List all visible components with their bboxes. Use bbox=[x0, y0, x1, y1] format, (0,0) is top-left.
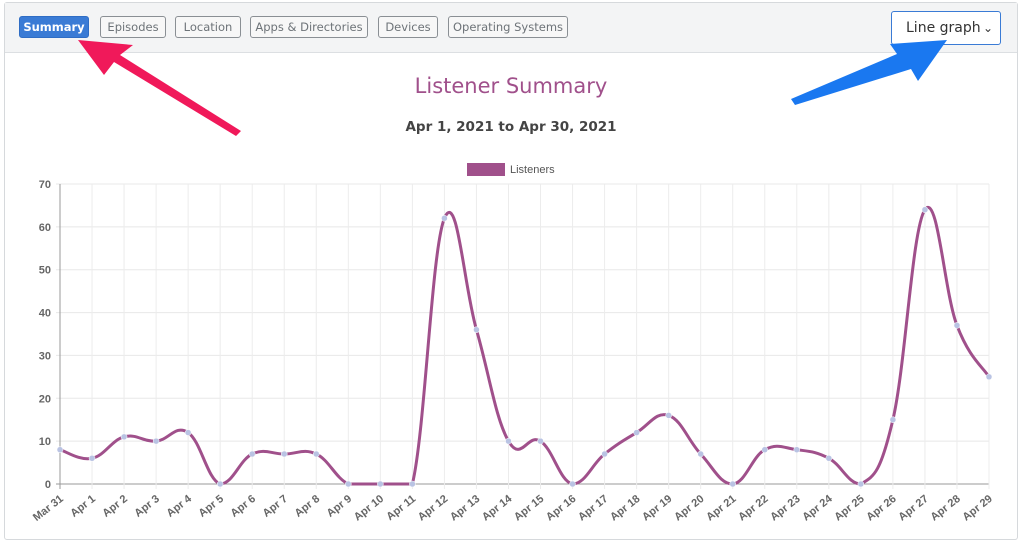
tab-summary[interactable]: Summary bbox=[19, 16, 89, 38]
data-point bbox=[441, 215, 448, 222]
data-point bbox=[569, 480, 576, 488]
x-tick-label: Apr 20 bbox=[672, 493, 706, 524]
x-tick-label: Apr 19 bbox=[640, 493, 674, 524]
chart-type-select-value: Line graph bbox=[906, 20, 981, 36]
y-tick-label: 50 bbox=[39, 265, 51, 277]
report-panel: Summary Episodes Location Apps & Directorie… bbox=[4, 2, 1018, 540]
x-tick-label: Apr 25 bbox=[832, 493, 866, 524]
tab-operating-systems[interactable]: Operating Systems bbox=[448, 16, 568, 38]
x-tick-label: Apr 27 bbox=[896, 493, 930, 524]
y-tick-label: 0 bbox=[45, 479, 51, 491]
x-tick-label: Apr 23 bbox=[768, 493, 802, 524]
x-tick-label: Apr 8 bbox=[293, 493, 323, 520]
data-point bbox=[88, 455, 96, 462]
data-point bbox=[313, 450, 320, 458]
x-tick-label: Apr 2 bbox=[100, 493, 130, 520]
tab-devices[interactable]: Devices bbox=[378, 16, 438, 38]
data-point bbox=[505, 437, 512, 445]
data-point bbox=[985, 373, 993, 381]
x-tick-label: Apr 10 bbox=[352, 493, 386, 524]
data-point bbox=[825, 455, 833, 462]
x-tick-label: Apr 13 bbox=[448, 493, 482, 524]
data-point bbox=[152, 437, 160, 445]
legend-swatch bbox=[467, 163, 505, 176]
data-point bbox=[409, 480, 416, 488]
x-tick-label: Apr 1 bbox=[68, 493, 98, 520]
y-tick-label: 40 bbox=[39, 308, 51, 320]
x-tick-label: Apr 12 bbox=[416, 493, 450, 524]
data-point bbox=[665, 412, 672, 419]
data-point bbox=[120, 433, 128, 441]
chart-type-select[interactable]: Line graph ⌄ bbox=[891, 11, 1001, 45]
chart-title: Listener Summary bbox=[414, 74, 608, 98]
chevron-down-icon: ⌄ bbox=[982, 21, 993, 35]
tab-location[interactable]: Location bbox=[175, 16, 241, 38]
data-point bbox=[921, 206, 929, 213]
x-tick-label: Apr 9 bbox=[325, 493, 355, 520]
data-point bbox=[857, 480, 865, 488]
blue-annotation-arrow bbox=[791, 40, 947, 105]
data-point bbox=[56, 446, 64, 453]
x-tick-label: Mar 31 bbox=[31, 493, 66, 524]
x-tick-label: Apr 6 bbox=[229, 493, 259, 520]
x-tick-label: Apr 28 bbox=[928, 493, 962, 524]
data-point bbox=[729, 480, 736, 488]
y-tick-label: 70 bbox=[39, 179, 51, 191]
data-point bbox=[953, 322, 961, 329]
data-point bbox=[633, 429, 640, 436]
x-tick-label: Apr 15 bbox=[512, 493, 546, 524]
x-tick-label: Apr 21 bbox=[704, 493, 738, 524]
x-tick-label: Apr 4 bbox=[164, 492, 194, 519]
data-point bbox=[345, 480, 352, 488]
legend-label: Listeners bbox=[510, 164, 555, 176]
data-point bbox=[184, 429, 192, 436]
x-tick-label: Apr 29 bbox=[960, 493, 994, 524]
x-tick-label: Apr 5 bbox=[196, 493, 226, 520]
x-tick-label: Apr 14 bbox=[480, 492, 515, 523]
data-point bbox=[537, 437, 544, 445]
data-point bbox=[280, 450, 288, 458]
y-tick-label: 20 bbox=[39, 393, 51, 405]
data-point bbox=[601, 450, 608, 458]
data-point bbox=[761, 446, 769, 453]
x-tick-label: Apr 17 bbox=[576, 493, 610, 524]
report-toolbar: Summary Episodes Location Apps & Directorie… bbox=[5, 3, 1017, 53]
data-point bbox=[248, 450, 256, 458]
listeners-series-line bbox=[59, 205, 991, 486]
x-tick-label: Apr 26 bbox=[864, 493, 898, 524]
data-point bbox=[697, 450, 704, 458]
data-point bbox=[793, 446, 801, 453]
tab-episodes[interactable]: Episodes bbox=[100, 16, 166, 38]
y-tick-label: 10 bbox=[39, 436, 51, 448]
tab-apps-directories[interactable]: Apps & Directories bbox=[250, 16, 368, 38]
data-point bbox=[216, 480, 224, 488]
y-tick-label: 60 bbox=[39, 222, 51, 234]
data-point bbox=[473, 326, 480, 333]
red-annotation-arrow bbox=[78, 40, 241, 136]
data-point bbox=[889, 416, 897, 423]
x-tick-label: Apr 11 bbox=[384, 493, 418, 523]
x-tick-label: Apr 22 bbox=[736, 493, 770, 524]
x-tick-label: Apr 24 bbox=[800, 492, 835, 523]
y-tick-label: 30 bbox=[39, 350, 51, 362]
x-tick-label: Apr 16 bbox=[544, 493, 578, 524]
x-tick-label: Apr 7 bbox=[261, 493, 291, 520]
x-tick-label: Apr 3 bbox=[132, 493, 162, 520]
x-tick-label: Apr 18 bbox=[608, 493, 642, 524]
data-point bbox=[377, 480, 384, 488]
chart-date-range: Apr 1, 2021 to Apr 30, 2021 bbox=[405, 119, 617, 135]
